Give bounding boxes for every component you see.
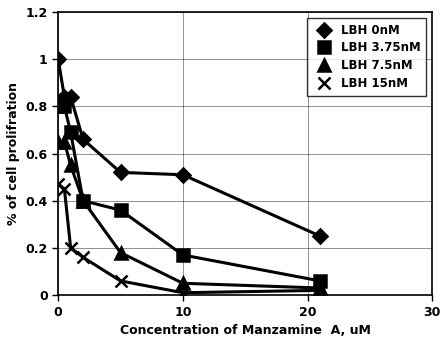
Y-axis label: % of cell prolifration: % of cell prolifration xyxy=(7,82,20,225)
LBH 3.75nM xyxy=(56,104,61,108)
LBH 0nM xyxy=(56,57,61,61)
LBH 15nM xyxy=(56,182,61,186)
LBH 0nM xyxy=(81,137,86,141)
LBH 0nM xyxy=(180,173,185,177)
LBH 7.5nM xyxy=(118,250,123,255)
LBH 3.75nM xyxy=(62,104,67,108)
LBH 3.75nM xyxy=(81,198,86,203)
LBH 15nM xyxy=(318,288,323,292)
LBH 0nM xyxy=(318,234,323,238)
LBH 7.5nM xyxy=(62,140,67,144)
LBH 3.75nM xyxy=(318,279,323,283)
LBH 0nM xyxy=(68,95,73,99)
LBH 7.5nM xyxy=(56,140,61,144)
Line: LBH 0nM: LBH 0nM xyxy=(53,54,325,241)
LBH 15nM xyxy=(81,255,86,259)
Line: LBH 3.75nM: LBH 3.75nM xyxy=(52,101,326,287)
LBH 15nM xyxy=(118,279,123,283)
Line: LBH 7.5nM: LBH 7.5nM xyxy=(52,136,326,293)
LBH 7.5nM xyxy=(318,286,323,290)
LBH 7.5nM xyxy=(81,198,86,203)
Legend: LBH 0nM, LBH 3.75nM, LBH 7.5nM, LBH 15nM: LBH 0nM, LBH 3.75nM, LBH 7.5nM, LBH 15nM xyxy=(306,18,426,96)
LBH 15nM xyxy=(62,187,67,191)
LBH 7.5nM xyxy=(180,281,185,286)
X-axis label: Concentration of Manzamine  A, uM: Concentration of Manzamine A, uM xyxy=(120,324,370,337)
LBH 0nM xyxy=(62,95,67,99)
Line: LBH 15nM: LBH 15nM xyxy=(52,178,326,299)
LBH 7.5nM xyxy=(68,163,73,168)
LBH 3.75nM xyxy=(118,208,123,212)
LBH 15nM xyxy=(180,291,185,295)
LBH 3.75nM xyxy=(180,253,185,257)
LBH 15nM xyxy=(68,246,73,250)
LBH 0nM xyxy=(118,170,123,174)
LBH 3.75nM xyxy=(68,130,73,135)
